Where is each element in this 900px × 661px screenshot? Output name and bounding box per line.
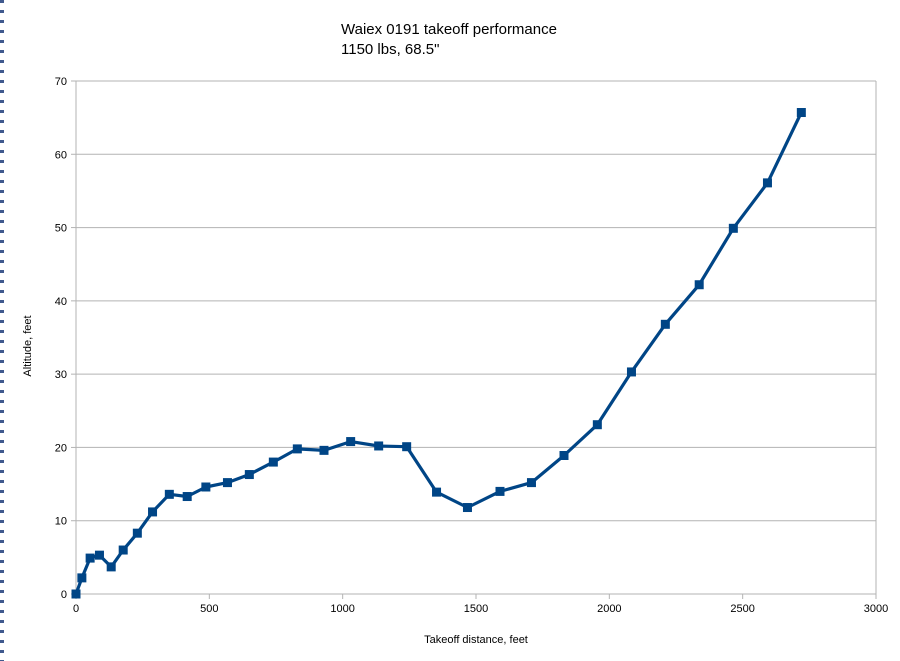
y-tick-label: 70 (55, 76, 67, 88)
data-point-marker (118, 545, 128, 555)
data-point-marker (201, 482, 211, 492)
y-tick-label: 20 (55, 442, 67, 454)
data-point-marker (85, 553, 95, 563)
y-tick-label: 30 (55, 369, 67, 381)
series-line (74, 110, 803, 596)
tick-labels: 0 10 20 30 40 50 60 70 0 500 1000 1500 2000 2500 3000 (55, 76, 888, 615)
data-point-marker (77, 573, 87, 583)
y-tick-label: 60 (55, 149, 67, 161)
x-tick-label: 3000 (864, 603, 888, 615)
y-tick-label: 0 (61, 589, 67, 601)
gridlines (76, 80, 876, 522)
data-point-marker (660, 319, 670, 329)
data-point-marker (292, 444, 302, 454)
data-point-marker (148, 507, 158, 517)
chart-title: Waiex 0191 takeoff performance (341, 21, 557, 38)
chart-subtitle: 1150 lbs, 68.5" (341, 41, 439, 58)
data-point-marker (132, 528, 142, 538)
x-axis-title: Takeoff distance, feet (424, 634, 528, 646)
x-tick-label: 500 (200, 603, 218, 615)
x-tick-label: 2500 (730, 603, 754, 615)
x-tick-label: 0 (73, 603, 79, 615)
y-tick-label: 40 (55, 296, 67, 308)
x-tick-label: 1500 (464, 603, 488, 615)
data-point-marker (626, 367, 636, 377)
data-point-marker (432, 487, 442, 497)
data-point-marker (71, 589, 81, 599)
data-point-marker (762, 178, 772, 188)
data-point-marker (462, 503, 472, 513)
y-axis-title: Altitude, feet (22, 315, 34, 376)
data-point-marker (374, 441, 384, 451)
data-point-marker (106, 562, 116, 572)
x-tick-label: 2000 (597, 603, 621, 615)
data-point-marker (244, 470, 254, 480)
y-tick-label: 10 (55, 516, 67, 528)
x-tick-label: 1000 (330, 603, 354, 615)
data-point-marker (728, 223, 738, 233)
data-point-marker (346, 437, 356, 447)
data-point-marker (94, 550, 104, 560)
data-point-marker (182, 492, 192, 502)
left-edge-decoration (0, 0, 4, 661)
data-point-marker (495, 486, 505, 496)
data-point-marker (402, 442, 412, 452)
data-point-marker (592, 420, 602, 430)
data-point-marker (319, 445, 329, 455)
data-point-marker (694, 280, 704, 290)
data-point-marker (222, 478, 232, 488)
data-point-marker (268, 457, 278, 467)
data-point-marker (796, 108, 806, 118)
axes (71, 80, 877, 599)
data-point-marker (559, 450, 569, 460)
data-point-marker (526, 478, 536, 488)
y-tick-label: 50 (55, 223, 67, 235)
data-point-marker (164, 489, 174, 499)
data-series (71, 108, 806, 599)
